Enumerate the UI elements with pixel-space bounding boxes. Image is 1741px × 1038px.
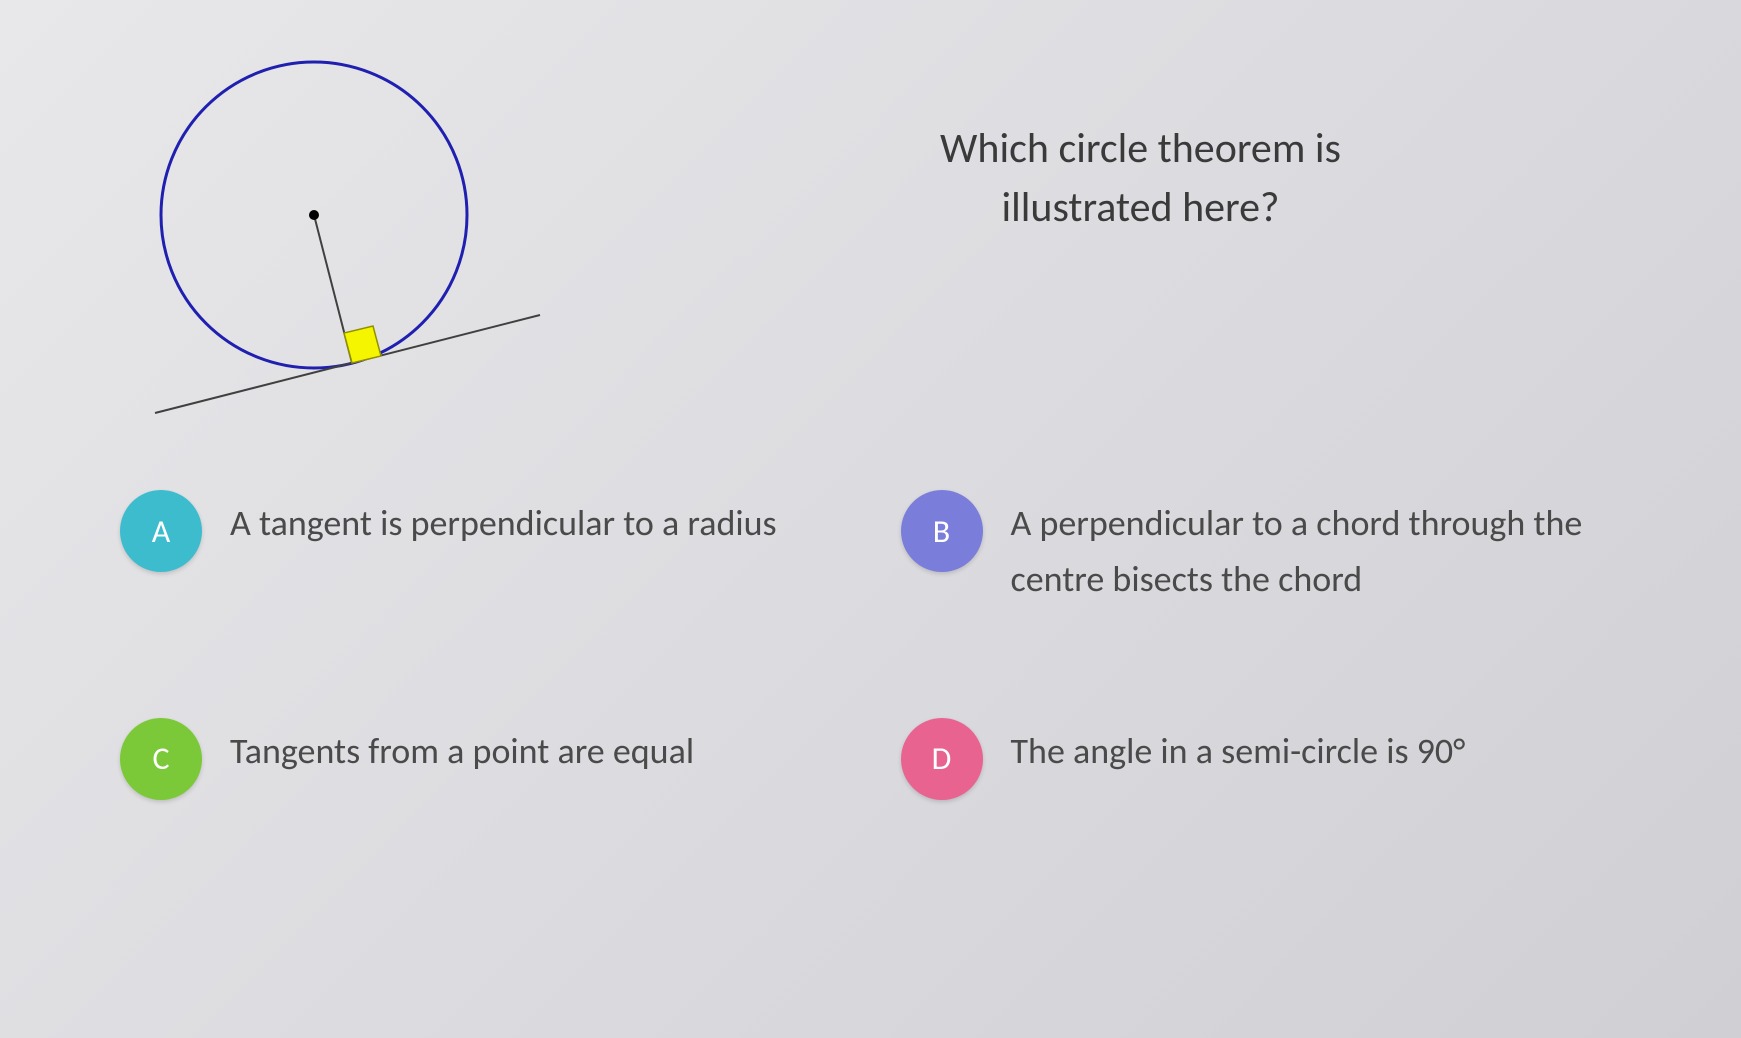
answer-option-c[interactable]: C Tangents from a point are equal	[120, 718, 841, 800]
circle-theorem-diagram	[80, 40, 560, 420]
question-line-2: illustrated here?	[1001, 182, 1279, 233]
answer-letter: B	[933, 512, 950, 551]
answers-grid: A A tangent is perpendicular to a radius…	[80, 490, 1661, 800]
answer-circle-c: C	[120, 718, 202, 800]
answer-text-c: Tangents from a point are equal	[230, 718, 694, 780]
center-dot	[309, 210, 319, 220]
question-line-1: Which circle theorem is	[940, 123, 1341, 174]
answer-text-d: The angle in a semi-circle is 90°	[1011, 718, 1466, 780]
answer-text-b: A perpendicular to a chord through the c…	[1011, 490, 1622, 608]
answer-circle-d: D	[901, 718, 983, 800]
diagram-svg	[80, 40, 560, 420]
answer-option-d[interactable]: D The angle in a semi-circle is 90°	[901, 718, 1622, 800]
top-section: Which circle theorem is illustrated here…	[80, 40, 1661, 420]
answer-circle-b: B	[901, 490, 983, 572]
answer-letter: D	[932, 739, 952, 778]
answer-letter: A	[152, 512, 171, 551]
question-text: Which circle theorem is illustrated here…	[620, 120, 1661, 238]
answer-circle-a: A	[120, 490, 202, 572]
answer-option-b[interactable]: B A perpendicular to a chord through the…	[901, 490, 1622, 608]
question-container: Which circle theorem is illustrated here…	[620, 40, 1661, 238]
answer-letter: C	[152, 739, 169, 778]
answer-option-a[interactable]: A A tangent is perpendicular to a radius	[120, 490, 841, 608]
answer-text-a: A tangent is perpendicular to a radius	[230, 490, 777, 552]
